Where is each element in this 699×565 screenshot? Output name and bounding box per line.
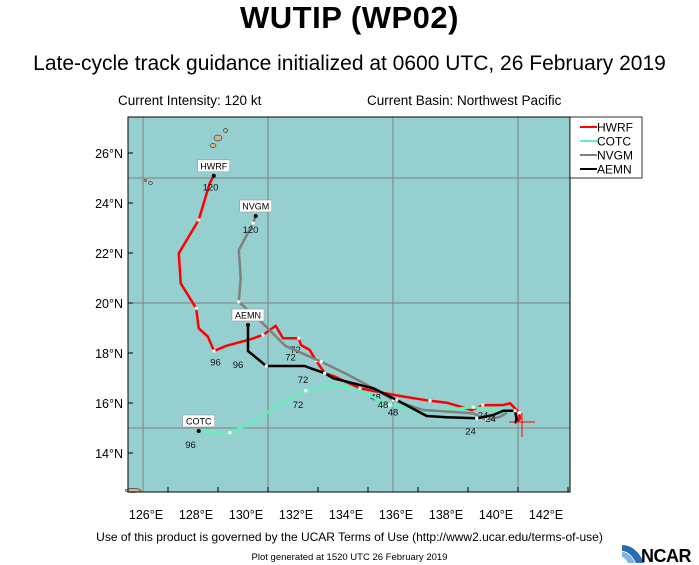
legend-label: NVGM — [597, 149, 633, 163]
track-end-point — [246, 323, 250, 327]
track-point — [388, 403, 392, 407]
track-point — [428, 399, 432, 403]
forecast-hour-label: 120 — [243, 225, 259, 236]
lon-tick-label: 136°E — [379, 508, 413, 522]
track-point — [513, 409, 517, 413]
model-name-box — [231, 308, 265, 322]
forecast-hour-label: 96 — [210, 358, 221, 369]
track-point — [197, 218, 201, 222]
track-point — [304, 389, 308, 393]
forecast-hour-label: 72 — [293, 400, 304, 411]
forecast-hour-label: 48 — [378, 400, 389, 411]
forecast-hour-label: 24 — [485, 414, 496, 425]
lat-tick-label: 14°N — [95, 447, 123, 461]
forecast-hour-label: 120 — [203, 183, 219, 194]
land-island — [143, 179, 148, 182]
forecast-hour-label: 48 — [388, 408, 399, 419]
track-point — [297, 336, 301, 340]
lon-tick-label: 138°E — [429, 508, 463, 522]
lon-tick-label: 132°E — [279, 508, 313, 522]
track-point — [391, 398, 395, 402]
track-point — [194, 306, 198, 310]
lon-tick-label: 140°E — [479, 508, 513, 522]
forecast-hour-label: 72 — [285, 353, 296, 364]
lat-tick-label: 24°N — [95, 197, 123, 211]
track-point — [475, 416, 479, 420]
current-basin: Current Basin: Northwest Pacific — [367, 93, 562, 108]
legend-label: HWRF — [597, 121, 633, 135]
track-point — [485, 418, 489, 422]
track-point — [358, 386, 362, 390]
track-point — [471, 405, 475, 409]
track-point — [395, 398, 399, 402]
track-point — [261, 333, 265, 337]
track-point — [319, 360, 323, 364]
lon-tick-label: 142°E — [529, 508, 563, 522]
lat-tick-label: 22°N — [95, 247, 123, 261]
forecast-hour-label: 96 — [185, 440, 196, 451]
forecast-hour-label: 24 — [465, 426, 476, 437]
lat-tick-label: 20°N — [95, 297, 123, 311]
land-island — [209, 143, 217, 148]
track-aemn: 24 48 72 96 AEMN — [231, 308, 518, 437]
forecast-hour-label: 72 — [298, 375, 309, 386]
storm-title: WUTIP (WP02) — [240, 0, 459, 35]
lon-tick-label: 134°E — [329, 508, 363, 522]
svg-text:NCAR: NCAR — [641, 546, 691, 565]
track-point — [212, 349, 216, 353]
track-end-point — [253, 214, 258, 218]
map-frame — [127, 116, 571, 493]
track-end-point — [211, 173, 216, 178]
land-island — [148, 181, 153, 185]
model-name-box — [239, 199, 273, 213]
track-line — [177, 175, 522, 423]
model-name-box — [182, 414, 216, 428]
legend-label: AEMN — [597, 163, 632, 177]
model-name-label: HWRF — [200, 161, 227, 171]
ocean-background — [128, 117, 570, 492]
lon-tick-label: 128°E — [179, 508, 213, 522]
lat-tick-label: 18°N — [95, 347, 123, 361]
lat-tick-label: 26°N — [95, 147, 123, 161]
land-island — [223, 128, 228, 133]
model-name-box — [197, 159, 231, 173]
model-name-label: COTC — [186, 417, 212, 427]
track-point — [517, 411, 521, 415]
track-point — [228, 431, 232, 435]
guidance-subtitle: Late-cycle track guidance initialized at… — [33, 52, 666, 75]
ncar-logo: NCAR — [622, 545, 692, 565]
land-island — [213, 134, 223, 142]
track-point — [251, 221, 255, 225]
terms-of-use-text: Use of this product is governed by the U… — [96, 530, 603, 544]
model-name-label: NVGM — [242, 202, 269, 212]
track-point — [264, 364, 268, 368]
track-cotc: 72 96 COTC — [182, 384, 508, 451]
track-point — [237, 300, 241, 304]
track-point — [323, 371, 327, 375]
forecast-hour-label: 96 — [233, 360, 244, 371]
lon-tick-label: 130°E — [229, 508, 263, 522]
current-intensity: Current Intensity: 120 kt — [118, 93, 262, 108]
legend-label: COTC — [597, 135, 631, 149]
track-point — [481, 403, 485, 407]
lon-tick-label: 126°E — [129, 508, 163, 522]
track-end-point — [196, 429, 201, 433]
model-name-label: AEMN — [235, 311, 261, 321]
lat-tick-label: 16°N — [95, 397, 123, 411]
plot-generated-text: Plot generated at 1520 UTC 26 February 2… — [251, 552, 448, 563]
